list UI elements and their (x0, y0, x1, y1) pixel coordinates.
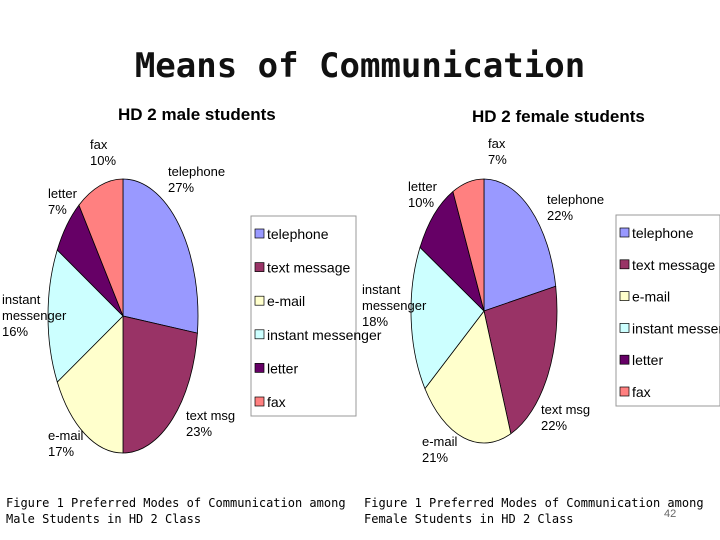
female-label-text-message: text msg 22% (541, 402, 590, 433)
male-slice-fax (78, 178, 124, 317)
female-caption-line1: Figure 1 Preferred Modes of Communicatio… (364, 496, 704, 510)
slide-title: Means of Communication (134, 46, 586, 86)
male-pie (47, 178, 199, 454)
female-legend-letter: letter (632, 352, 663, 368)
female-figure-caption: Figure 1 Preferred Modes of Communicatio… (364, 495, 704, 527)
male-label-telephone: telephone 27% (168, 164, 225, 195)
female-label-e-mail: e-mail 21% (422, 434, 458, 465)
male-label-e-mail: e-mail 17% (48, 428, 84, 459)
female-legend-swatch-instant-messenger (619, 323, 630, 333)
male-label-text-message: text msg 23% (186, 408, 235, 439)
female-label-telephone: telephone 22% (547, 192, 604, 223)
page-number: 42 (664, 508, 677, 520)
male-legend: telephone text message e-mail instant messe… (250, 215, 382, 417)
male-label-fax: fax 10% (90, 137, 116, 168)
male-legend-swatch-text-message (254, 262, 265, 272)
female-legend-swatch-text-message (619, 259, 630, 270)
male-legend-swatch-telephone (254, 228, 265, 239)
female-legend-text-message: text message (632, 257, 715, 273)
male-caption-line1: Figure 1 Preferred Modes of Communicatio… (6, 496, 346, 510)
female-legend-telephone: telephone (632, 225, 694, 241)
male-label-instant-messenger: instant messenger 16% (2, 292, 67, 339)
male-caption-line2: Male Students in HD 2 Class (6, 512, 202, 526)
female-slice-labels: telephone 22% text msg 22% e-mail 21% instant m… (362, 136, 604, 465)
female-legend-fax: fax (632, 384, 651, 400)
female-pie (410, 178, 558, 444)
female-legend-swatch-e-mail (619, 291, 630, 301)
female-slice-instant-messenger (410, 246, 485, 390)
female-slice-e-mail (424, 310, 512, 444)
female-legend-swatch-fax (619, 386, 630, 397)
female-slice-telephone (483, 178, 557, 312)
female-slice-fax (452, 178, 485, 312)
male-label-letter: letter 7% (48, 186, 78, 217)
female-slice-text-message (483, 285, 558, 435)
female-caption-line2: Female Students in HD 2 Class (364, 512, 574, 526)
male-figure-caption: Figure 1 Preferred Modes of Communicatio… (6, 495, 346, 527)
female-legend-swatch-letter (619, 354, 630, 365)
male-slice-e-mail (56, 315, 124, 454)
male-legend-box (250, 215, 357, 417)
female-label-fax: fax 7% (488, 136, 507, 167)
male-legend-telephone: telephone (267, 226, 329, 242)
female-label-instant-messenger: instant messenger 18% (362, 282, 427, 329)
male-slice-telephone (122, 178, 199, 334)
female-legend-e-mail: e-mail (632, 289, 670, 305)
male-legend-instant-messenger: instant messenger (267, 327, 382, 343)
male-legend-swatch-letter (254, 363, 265, 373)
female-legend-box (615, 214, 720, 407)
male-legend-text-message: text message (267, 260, 350, 276)
female-chart-title: HD 2 female students (472, 107, 645, 126)
male-legend-letter: letter (267, 360, 298, 376)
male-legend-fax: fax (267, 394, 286, 410)
female-legend: telephone text message e-mail instant messe… (615, 214, 720, 407)
male-slice-text-message (122, 315, 198, 454)
female-slice-letter (419, 190, 485, 313)
male-chart-title: HD 2 male students (118, 105, 276, 124)
male-legend-swatch-instant-messenger (254, 329, 265, 340)
male-legend-e-mail: e-mail (267, 293, 305, 309)
male-legend-swatch-fax (254, 396, 265, 407)
female-legend-swatch-telephone (619, 227, 630, 238)
female-chart: HD 2 female students telephone 22% text ms… (362, 107, 720, 465)
female-legend-instant-messenger: instant messenger (632, 320, 720, 336)
male-legend-swatch-e-mail (254, 295, 265, 306)
male-slice-labels: telephone 27% text msg 23% e-mail 17% instant m… (2, 137, 235, 459)
male-slice-instant-messenger (47, 249, 124, 383)
female-label-letter: letter 10% (408, 179, 438, 210)
male-chart: HD 2 male students telephone 27% text msg 2… (2, 105, 382, 459)
